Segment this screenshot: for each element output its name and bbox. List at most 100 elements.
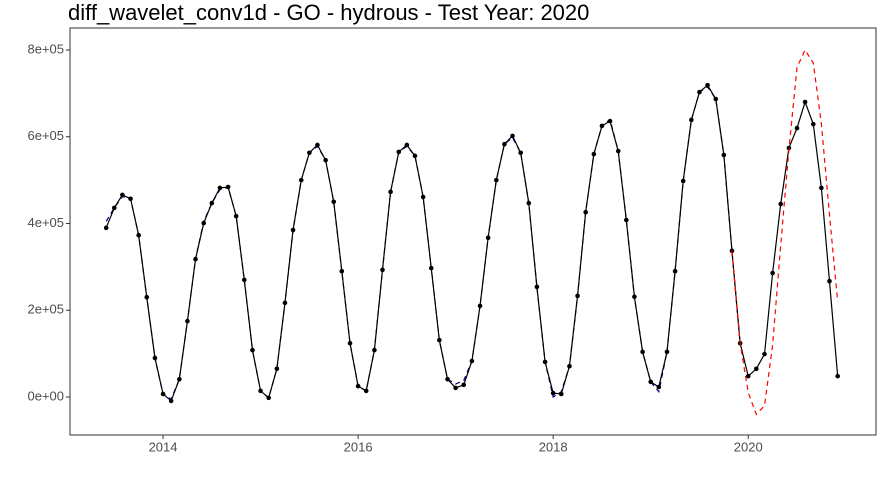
data-point: [583, 209, 588, 215]
data-point: [250, 347, 255, 353]
data-point: [323, 157, 328, 163]
data-point: [266, 395, 271, 401]
data-point: [388, 189, 393, 195]
plot-border: [69, 27, 877, 436]
data-point: [412, 153, 418, 159]
data-point: [591, 151, 597, 157]
data-point: [664, 349, 670, 355]
data-point: [550, 390, 556, 396]
data-point: [290, 227, 296, 233]
x-tick-label: 2014: [149, 439, 178, 454]
data-point: [363, 388, 369, 394]
data-point: [217, 185, 223, 191]
y-tick-label: 0e+00: [27, 388, 64, 403]
data-point: [307, 150, 312, 156]
data-point: [713, 96, 719, 102]
series-line: [105, 84, 839, 402]
data-point: [810, 121, 816, 127]
data-point: [534, 284, 540, 290]
y-tick-label: 8e+05: [27, 41, 64, 56]
data-point: [347, 340, 353, 346]
data-point: [103, 225, 109, 231]
data-point: [404, 142, 410, 148]
data-point: [136, 232, 141, 238]
data-point: [485, 235, 491, 241]
data-point: [453, 385, 458, 391]
data-point: [420, 194, 426, 200]
data-point: [355, 383, 361, 389]
data-point: [120, 192, 125, 198]
data-point: [575, 293, 580, 299]
data-point: [745, 373, 751, 379]
data-point: [185, 318, 190, 324]
data-point: [632, 294, 637, 300]
data-point: [615, 148, 621, 154]
data-point: [770, 270, 775, 276]
data-point: [298, 177, 304, 183]
data-point: [607, 118, 613, 124]
data-point: [697, 89, 702, 95]
data-point: [672, 268, 678, 274]
data-point: [128, 196, 133, 202]
data-point: [282, 300, 288, 306]
x-tick-label: 2020: [734, 439, 763, 454]
data-point: [542, 359, 548, 365]
data-point: [331, 199, 337, 205]
x-tick-label: 2018: [539, 439, 568, 454]
data-point: [160, 391, 166, 397]
data-point: [445, 376, 450, 382]
data-point: [168, 398, 174, 404]
data-point: [802, 99, 808, 105]
data-point: [680, 178, 686, 184]
data-point: [502, 141, 507, 147]
data-point: [209, 200, 215, 206]
data-point: [794, 125, 800, 131]
data-point: [372, 347, 377, 353]
data-point: [762, 351, 767, 357]
data-point: [477, 303, 483, 309]
data-point: [656, 384, 662, 390]
data-point: [778, 201, 784, 207]
data-point: [111, 205, 117, 211]
data-point: [396, 149, 402, 155]
data-point: [721, 152, 727, 158]
data-point: [225, 184, 231, 190]
x-tick-label: 2016: [344, 439, 373, 454]
data-point: [461, 382, 467, 388]
y-tick-label: 6e+05: [27, 128, 64, 143]
series-line: [105, 86, 741, 401]
data-point: [380, 267, 385, 273]
data-point: [567, 363, 572, 369]
series-line: [731, 48, 839, 416]
data-point: [494, 177, 499, 183]
data-point: [599, 123, 605, 129]
data-point: [193, 256, 198, 262]
data-point: [754, 366, 759, 372]
data-point: [469, 358, 475, 364]
data-point: [648, 379, 654, 385]
data-point: [315, 142, 320, 148]
data-point: [339, 268, 345, 274]
data-point: [241, 277, 247, 283]
data-point: [819, 185, 824, 191]
data-point: [274, 366, 280, 372]
data-point: [624, 217, 629, 223]
data-point: [177, 376, 182, 382]
data-point: [705, 82, 710, 88]
data-point: [144, 294, 150, 300]
data-point: [640, 349, 645, 355]
data-point: [510, 133, 515, 139]
data-point: [437, 337, 442, 343]
y-tick-label: 4e+05: [27, 215, 64, 230]
data-point: [152, 355, 158, 361]
data-point: [835, 373, 840, 379]
data-point: [201, 220, 207, 226]
data-point: [258, 388, 263, 394]
chart-title: diff_wavelet_conv1d - GO - hydrous - Tes…: [68, 0, 589, 25]
data-point: [518, 150, 523, 156]
data-point: [689, 117, 694, 123]
data-point: [526, 200, 532, 206]
data-point: [558, 391, 564, 397]
data-point: [233, 213, 239, 219]
